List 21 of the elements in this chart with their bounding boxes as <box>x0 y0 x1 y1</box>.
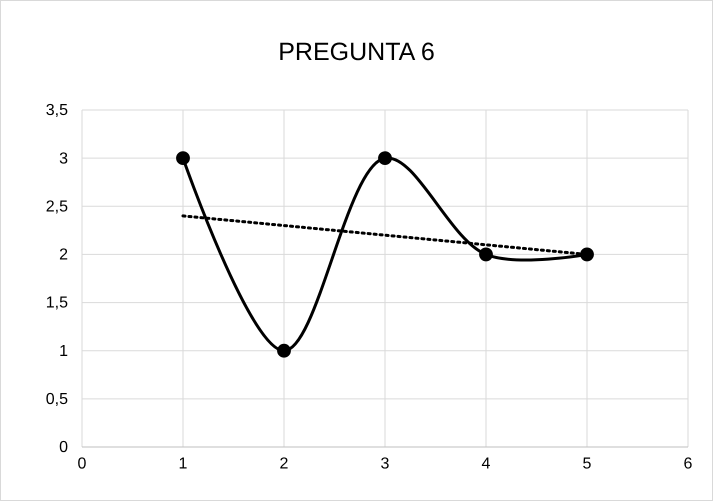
y-tick-label: 2,5 <box>46 198 68 216</box>
point <box>378 151 392 166</box>
x-tick-label: 2 <box>280 455 289 472</box>
point <box>580 248 594 262</box>
y-tick-label: 0,5 <box>46 390 68 408</box>
x-tick-label: 3 <box>380 455 390 472</box>
point <box>479 248 493 262</box>
y-tick-label: 3 <box>59 150 68 168</box>
x-tick-label: 4 <box>482 455 491 472</box>
point <box>176 151 190 166</box>
x-tick-label: 0 <box>78 455 87 472</box>
y-tick-label: 2 <box>59 246 68 264</box>
x-tick-label: 1 <box>178 455 188 472</box>
x-tick-label: 5 <box>582 455 592 472</box>
point <box>277 344 291 358</box>
chart-title: PREGUNTA 6 <box>278 38 435 66</box>
x-tick-label: 6 <box>684 455 693 472</box>
y-tick-label: 3,5 <box>46 102 68 120</box>
y-tick-label: 0 <box>59 439 68 456</box>
y-tick-label: 1 <box>59 342 68 360</box>
y-tick-label: 1,5 <box>46 294 68 312</box>
